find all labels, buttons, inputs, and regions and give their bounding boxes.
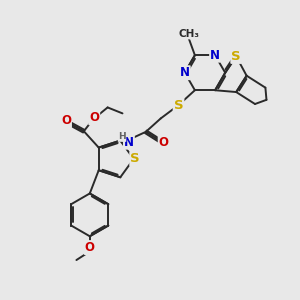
Text: O: O [85,241,95,254]
Text: N: N [180,66,190,79]
Text: H: H [118,132,126,141]
Text: S: S [174,99,183,112]
Text: S: S [130,152,140,165]
Text: S: S [231,50,241,63]
Text: O: O [61,114,71,127]
Text: N: N [210,49,220,62]
Text: CH₃: CH₃ [178,29,200,39]
Text: O: O [89,111,99,124]
Text: N: N [124,136,134,149]
Text: O: O [159,136,169,149]
